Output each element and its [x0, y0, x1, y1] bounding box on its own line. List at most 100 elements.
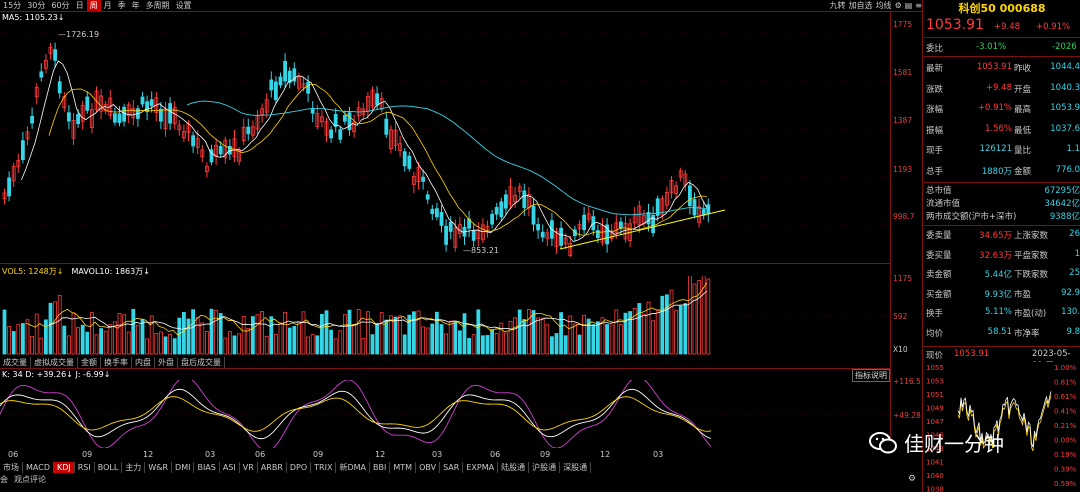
bottom-item[interactable]: 会 [0, 475, 8, 484]
price-axis-tick: 998.7 [893, 212, 915, 221]
kdj-chart[interactable] [0, 380, 890, 448]
tool-button[interactable]: ≡ [915, 1, 922, 10]
period-tab[interactable]: 日 [75, 1, 84, 10]
indicator-tab[interactable]: 主力 [122, 462, 146, 473]
indicator-tab[interactable]: RSI [75, 462, 95, 473]
period-tab[interactable]: 年 [131, 1, 140, 10]
volume-bar [347, 309, 352, 355]
volume-bar [361, 338, 366, 355]
indicator-tab[interactable]: MTM [390, 462, 417, 473]
tool-button[interactable]: 九转 [829, 1, 846, 10]
comments-link[interactable]: 观点评论 [14, 475, 46, 484]
period-tab[interactable]: 月 [103, 1, 112, 10]
indicator-tab[interactable]: 深股通 [560, 462, 592, 473]
period-tab[interactable]: 周 [86, 0, 101, 11]
row-label: 昨收 [1014, 64, 1032, 74]
volume-bar [264, 335, 269, 355]
indicator-tab[interactable]: BIAS [194, 462, 220, 473]
volume-bar [398, 315, 403, 355]
volume-bar [149, 315, 154, 355]
indicator-tab[interactable]: SAR [440, 462, 464, 473]
row-value: 92.9 [1061, 287, 1080, 298]
volume-tab[interactable]: 成交量 [0, 357, 31, 368]
indicator-tab[interactable]: EXPMA [463, 462, 499, 473]
volume-tab[interactable]: 外盘 [155, 357, 178, 368]
volume-bar [342, 314, 347, 355]
indicator-tab[interactable]: 新DMA [336, 462, 371, 473]
candle-body [536, 224, 540, 231]
candle-body [122, 106, 126, 122]
volume-bar [651, 320, 655, 355]
price-change-pct: +0.91% [1036, 22, 1071, 32]
tool-button[interactable]: 加自选 [848, 1, 873, 10]
period-tab[interactable]: 季 [117, 1, 126, 10]
volume-bar [324, 310, 329, 355]
price-axis-tick: 1193 [893, 165, 913, 174]
tool-button[interactable]: 均线 [875, 1, 892, 10]
period-tab[interactable]: 15分 [3, 1, 22, 10]
volume-bar [563, 335, 568, 355]
indicator-tab[interactable]: ASI [220, 462, 240, 473]
volume-tab[interactable]: 换手率 [101, 357, 132, 368]
volume-chart[interactable] [0, 276, 890, 356]
mini-axis-right: 0.81% [1054, 379, 1077, 387]
volume-bar [485, 335, 490, 355]
period-tab[interactable]: 多周期 [145, 1, 170, 10]
volume-bar [692, 283, 697, 355]
period-tab[interactable]: 30分 [27, 1, 46, 10]
candlestick-chart[interactable] [0, 12, 890, 257]
volume-bar [619, 324, 623, 355]
indicator-tab[interactable]: W&R [145, 462, 173, 473]
x-date-label: 09 [313, 450, 324, 459]
volume-bar [462, 313, 467, 355]
volume-bar [425, 327, 430, 355]
panel-divider [922, 0, 923, 492]
candle-body [44, 60, 48, 69]
kdj-k-line [0, 388, 712, 440]
market-value: 9388亿 [1049, 212, 1080, 222]
x-date-label: 06 [255, 450, 266, 459]
candle-body [181, 131, 186, 139]
price-axis-tick: 1581 [893, 68, 913, 77]
indicator-tab[interactable]: DPO [287, 462, 312, 473]
ma5-line [21, 60, 708, 243]
mini-axis-left: 1051 [926, 391, 944, 399]
tool-button[interactable]: ⚙ [894, 1, 902, 10]
volume-tab[interactable]: 内盘 [132, 357, 155, 368]
period-tab[interactable]: 60分 [51, 1, 70, 10]
candle-body [513, 194, 517, 202]
indicator-tab[interactable]: VR [240, 462, 258, 473]
settings-icon[interactable]: ⚙ [908, 474, 917, 484]
indicator-tab[interactable]: DMI [172, 462, 195, 473]
period-tab[interactable]: 设置 [175, 1, 192, 10]
indicator-tab[interactable]: BOLL [95, 462, 123, 473]
wechat-icon [869, 431, 897, 453]
volume-bar [609, 324, 614, 355]
tool-button[interactable]: ▤ [904, 1, 913, 10]
indicator-tab[interactable]: KDJ [53, 462, 75, 473]
volume-tab[interactable]: 虚拟成交量 [31, 357, 78, 368]
indicator-help-button[interactable]: 指标说明 [852, 369, 890, 382]
indicator-tab[interactable]: BBI [370, 462, 391, 473]
candle-body [614, 222, 619, 233]
volume-tab[interactable]: 金额 [78, 357, 101, 368]
volume-bar [94, 334, 99, 355]
candle-body [706, 204, 711, 215]
indicator-tab[interactable]: 市场 [0, 462, 23, 473]
indicator-tab[interactable]: 陆股通 [498, 462, 530, 473]
candle-body [393, 130, 398, 146]
mini-axis-left: 1049 [926, 405, 944, 413]
row-label: 最高 [1014, 105, 1032, 115]
candle-body [434, 208, 439, 218]
indicator-tab[interactable]: 沪股通 [529, 462, 561, 473]
kdj-axis-tick: +116.5 [893, 377, 921, 386]
indicator-tab[interactable]: TRIX [311, 462, 337, 473]
volume-tab[interactable]: 盘后成交量 [178, 357, 225, 368]
candle-body [646, 212, 651, 225]
indicator-tab[interactable]: OBV [416, 462, 441, 473]
indicator-tab[interactable]: MACD [23, 462, 54, 473]
market-value: 34642亿 [1044, 199, 1080, 209]
intraday-chart[interactable]: 1055 1053 1051 1049 1047 1045 1043 1041 1040 1038… [924, 362, 1080, 492]
indicator-tab[interactable]: ARBR [258, 462, 287, 473]
row-label: 金额 [1014, 166, 1032, 177]
